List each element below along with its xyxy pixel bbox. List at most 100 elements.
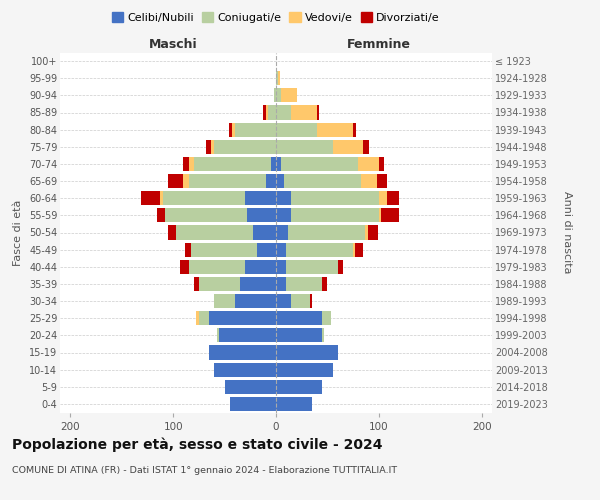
Bar: [240, 277, 276, 291]
Text: Popolazione per età, sesso e stato civile - 2024: Popolazione per età, sesso e stato civil…: [12, 438, 383, 452]
Bar: [276, 260, 286, 274]
Bar: [276, 346, 338, 360]
Bar: [377, 174, 387, 188]
Y-axis label: Anni di nascita: Anni di nascita: [562, 191, 572, 274]
Bar: [188, 260, 245, 274]
Bar: [276, 311, 322, 325]
Bar: [209, 311, 276, 325]
Bar: [286, 277, 322, 291]
Bar: [379, 208, 381, 222]
Bar: [276, 362, 332, 376]
Bar: [199, 277, 240, 291]
Bar: [214, 294, 235, 308]
Bar: [276, 277, 286, 291]
Legend: Celibi/Nubili, Coniugati/e, Vedovi/e, Divorziati/e: Celibi/Nubili, Coniugati/e, Vedovi/e, Di…: [108, 8, 444, 28]
Bar: [257, 242, 276, 256]
Bar: [292, 191, 379, 205]
Bar: [245, 260, 276, 274]
Bar: [387, 191, 400, 205]
Bar: [141, 191, 160, 205]
Bar: [196, 311, 199, 325]
Bar: [284, 174, 361, 188]
Bar: [276, 88, 281, 102]
Bar: [353, 122, 356, 136]
Bar: [211, 140, 214, 154]
Bar: [266, 174, 276, 188]
Bar: [286, 242, 353, 256]
Bar: [276, 106, 292, 120]
Bar: [184, 174, 188, 188]
Bar: [292, 106, 317, 120]
Bar: [176, 226, 253, 239]
Bar: [188, 157, 194, 171]
Bar: [230, 397, 276, 411]
Y-axis label: Fasce di età: Fasce di età: [13, 200, 23, 266]
Text: Maschi: Maschi: [149, 38, 197, 51]
Bar: [194, 277, 199, 291]
Bar: [217, 328, 220, 342]
Bar: [353, 242, 355, 256]
Bar: [157, 208, 165, 222]
Bar: [276, 328, 322, 342]
Bar: [235, 294, 276, 308]
Bar: [224, 380, 276, 394]
Text: COMUNE DI ATINA (FR) - Dati ISTAT 1° gennaio 2024 - Elaborazione TUTTITALIA.IT: COMUNE DI ATINA (FR) - Dati ISTAT 1° gen…: [12, 466, 397, 475]
Bar: [206, 140, 211, 154]
Bar: [361, 174, 377, 188]
Bar: [188, 174, 266, 188]
Bar: [276, 191, 292, 205]
Bar: [266, 106, 268, 120]
Bar: [229, 122, 232, 136]
Bar: [214, 362, 276, 376]
Bar: [276, 242, 286, 256]
Bar: [276, 380, 322, 394]
Text: Femmine: Femmine: [347, 38, 411, 51]
Bar: [338, 260, 343, 274]
Bar: [168, 174, 184, 188]
Bar: [181, 260, 188, 274]
Bar: [317, 122, 353, 136]
Bar: [163, 191, 245, 205]
Bar: [271, 157, 276, 171]
Bar: [379, 157, 384, 171]
Bar: [220, 328, 276, 342]
Bar: [245, 191, 276, 205]
Bar: [365, 226, 368, 239]
Bar: [274, 88, 276, 102]
Bar: [322, 277, 328, 291]
Bar: [165, 208, 247, 222]
Bar: [235, 122, 276, 136]
Bar: [281, 157, 358, 171]
Bar: [276, 208, 292, 222]
Bar: [286, 260, 338, 274]
Bar: [214, 140, 276, 154]
Bar: [292, 208, 379, 222]
Bar: [263, 106, 266, 120]
Bar: [247, 208, 276, 222]
Bar: [268, 106, 276, 120]
Bar: [381, 208, 400, 222]
Bar: [168, 226, 176, 239]
Bar: [276, 294, 292, 308]
Bar: [289, 226, 365, 239]
Bar: [332, 140, 364, 154]
Bar: [364, 140, 368, 154]
Bar: [317, 106, 319, 120]
Bar: [368, 226, 378, 239]
Bar: [322, 311, 331, 325]
Bar: [322, 328, 325, 342]
Bar: [185, 242, 191, 256]
Bar: [276, 397, 312, 411]
Bar: [194, 157, 271, 171]
Bar: [199, 311, 209, 325]
Bar: [276, 157, 281, 171]
Bar: [191, 242, 257, 256]
Bar: [310, 294, 312, 308]
Bar: [276, 140, 332, 154]
Bar: [276, 174, 284, 188]
Bar: [209, 346, 276, 360]
Bar: [276, 226, 289, 239]
Bar: [281, 88, 296, 102]
Bar: [232, 122, 235, 136]
Bar: [276, 71, 278, 85]
